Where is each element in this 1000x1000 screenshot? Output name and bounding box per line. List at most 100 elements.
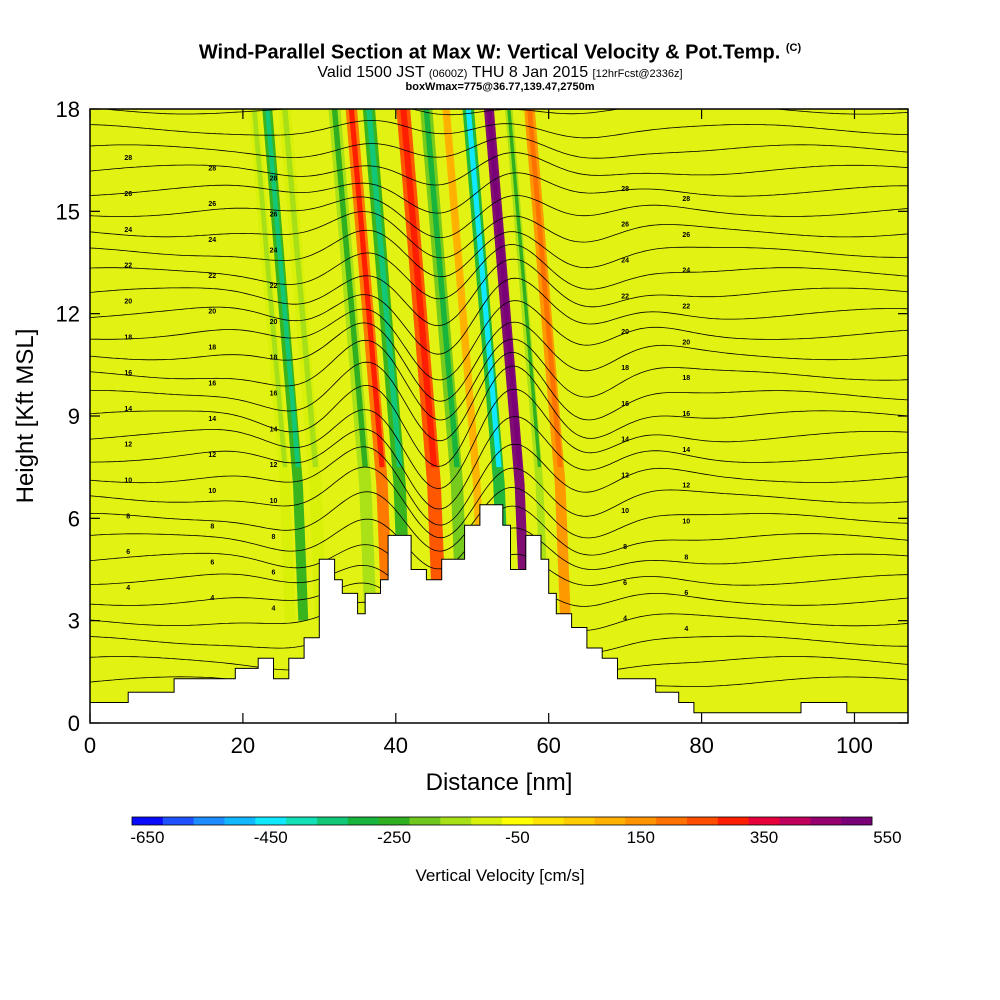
contour-label: 20: [208, 309, 216, 316]
w-band-core-6: [400, 109, 438, 468]
y-tick-label: 12: [56, 302, 80, 327]
w-band-12: [524, 109, 571, 621]
contour-label: 14: [621, 437, 629, 444]
colorbar-swatch: [687, 817, 719, 825]
title-block: Wind-Parallel Section at Max W: Vertical…: [0, 36, 1000, 93]
y-tick-label: 6: [68, 506, 80, 531]
contour-label: 24: [124, 227, 132, 234]
x-tick-label: 60: [536, 733, 560, 758]
colorbar-swatch: [779, 817, 811, 825]
theta-contour-14: [90, 352, 908, 442]
w-band-7: [420, 109, 469, 621]
w-band-core-11: [507, 109, 542, 468]
contour-label: 28: [208, 165, 216, 172]
colorbar-swatch: [471, 817, 503, 825]
contour-label: 14: [270, 426, 278, 433]
box-wmax-info: boxWmax=775@36.77,139.47,2750m: [405, 80, 595, 93]
y-tick-label: 18: [56, 97, 80, 122]
w-band-core-3: [331, 109, 368, 468]
theta-contour-29: [90, 83, 908, 95]
colorbar-swatch: [286, 817, 318, 825]
w-band-8: [442, 109, 487, 621]
theta-contour-18: [90, 277, 908, 355]
y-tick-label: 9: [68, 404, 80, 429]
w-band-6: [396, 109, 447, 621]
w-band-core-5: [366, 109, 403, 468]
plot-area: 28 28 28 28 28 26 26 26 26 26 24 24 24 24 24 22 22 22 22 22…: [90, 83, 908, 723]
contour-label: 16: [208, 380, 216, 387]
contour-label: 20: [270, 319, 278, 326]
colorbar-tick-label: 550: [873, 828, 901, 847]
colorbar-swatch: [748, 817, 780, 825]
w-band-core-9: [465, 109, 502, 468]
x-axis: 0 20 40 60 80 100: [84, 109, 873, 758]
contour-label: 18: [124, 334, 132, 341]
contour-label: 12: [621, 472, 629, 479]
contour-label: 8: [623, 544, 627, 551]
theta-contour-27: [90, 119, 908, 139]
w-band-3: [328, 109, 377, 621]
contour-label: 4: [623, 616, 627, 623]
w-band-core-10: [486, 109, 522, 468]
contour-label: 12: [682, 483, 690, 490]
x-axis-title: Distance [nm]: [426, 769, 573, 796]
contour-label: 4: [684, 626, 688, 633]
colorbar-tick-label: 350: [750, 828, 778, 847]
x-tick-label: 100: [836, 733, 873, 758]
colorbar-swatch: [502, 817, 534, 825]
contour-label: 8: [126, 513, 130, 520]
contour-label: 22: [124, 263, 132, 270]
x-tick-label: 40: [384, 733, 408, 758]
w-band-core-8: [444, 109, 479, 468]
contour-label: 4: [272, 605, 276, 612]
contour-label: 12: [270, 462, 278, 469]
colorbar-swatch: [440, 817, 472, 825]
theta-contour-25: [90, 152, 908, 186]
contour-label: 22: [682, 304, 690, 311]
contour-label: 18: [270, 355, 278, 362]
colorbar-swatch: [841, 817, 873, 825]
contour-label: 4: [126, 585, 130, 592]
colorbar-title: Vertical Velocity [cm/s]: [415, 866, 584, 885]
y-tick-label: 15: [56, 199, 80, 224]
w-band-5: [362, 109, 412, 621]
copyright-mark: (C): [785, 42, 802, 54]
theta-contour-19: [90, 258, 908, 327]
x-tick-label: 80: [689, 733, 713, 758]
contour-label: 26: [621, 222, 629, 229]
contour-label: 28: [682, 196, 690, 203]
colorbar-swatch: [656, 817, 688, 825]
contour-label: 26: [208, 201, 216, 208]
chart-title: Wind-Parallel Section at Max W: Vertical…: [0, 36, 1000, 65]
colorbar-tick-label: -450: [254, 828, 288, 847]
contour-label: 10: [270, 498, 278, 505]
vertical-velocity-field: [248, 109, 571, 621]
contour-label: 12: [124, 442, 132, 449]
chart-title-text: Wind-Parallel Section at Max W: Vertical…: [198, 41, 781, 64]
contour-label: 14: [208, 416, 216, 423]
contour-label: 28: [124, 155, 132, 162]
colorbar-swatch: [594, 817, 626, 825]
theta-contour-21: [90, 229, 908, 278]
contour-label: 20: [124, 298, 132, 305]
y-axis-title: Height [Kft MSL]: [12, 329, 39, 504]
colorbar-swatch: [224, 817, 256, 825]
w-band-1: [262, 109, 309, 621]
colorbar-swatch: [409, 817, 441, 825]
contour-label: 6: [684, 590, 688, 597]
utc-time: (0600Z): [428, 67, 468, 80]
theta-contour-15: [90, 338, 908, 421]
contour-label: 18: [208, 344, 216, 351]
contour-label: 12: [208, 452, 216, 459]
contour-label: 10: [682, 518, 690, 525]
colorbar-swatch: [378, 817, 410, 825]
y-axis: 0 3 6 9 12 15 18: [56, 97, 908, 736]
contour-label: 24: [270, 247, 278, 254]
colorbar-swatch: [132, 817, 164, 825]
contour-label: 26: [682, 232, 690, 239]
contour-label: 20: [682, 339, 690, 346]
contour-label: 10: [124, 478, 132, 485]
theta-contour-24: [90, 172, 908, 214]
x-tick-label: 20: [231, 733, 255, 758]
